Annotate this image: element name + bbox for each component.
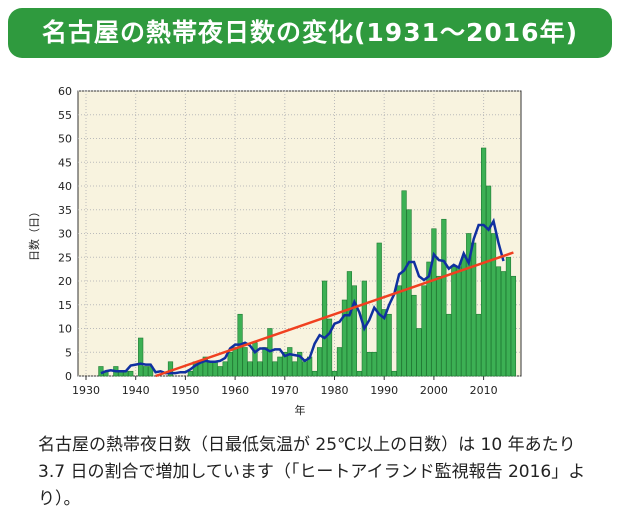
y-tick-label: 25 — [58, 251, 72, 264]
bar-2009 — [476, 313, 482, 377]
bar-1974 — [302, 361, 308, 377]
x-tick-label: 2000 — [420, 384, 448, 397]
caption: 名古屋の熱帯夜日数（日最低気温が 25℃以上の日数）は 10 年あたり 3.7 … — [38, 435, 586, 509]
bar-2003 — [446, 313, 452, 377]
y-tick-label: 45 — [58, 156, 72, 169]
bar-1987 — [366, 351, 372, 377]
bar-2007 — [466, 233, 472, 377]
bar-2001 — [436, 275, 442, 377]
bar-1966 — [262, 347, 268, 377]
bar-1994 — [401, 190, 407, 377]
title-banner: 名古屋の熱帯夜日数の変化(1931～2016年) — [8, 8, 612, 58]
bar-1997 — [416, 328, 422, 377]
bar-1978 — [321, 280, 328, 377]
bar-1962 — [242, 347, 248, 377]
x-tick-label: 1990 — [370, 384, 398, 397]
bar-1995 — [406, 209, 412, 377]
y-tick-label: 50 — [58, 133, 72, 146]
bar-1992 — [391, 370, 397, 377]
moving-average-line — [100, 217, 505, 375]
x-axis-label: 年 — [295, 403, 306, 417]
y-tick-label: 60 — [58, 85, 72, 98]
bar-1980 — [331, 370, 338, 377]
bar-1973 — [297, 351, 303, 377]
bar-1988 — [371, 351, 377, 377]
bar-1981 — [336, 347, 343, 377]
x-tick-label: 1970 — [271, 384, 299, 397]
x-tick-label: 1930 — [72, 384, 100, 397]
bar-2008 — [471, 242, 477, 377]
bar-1979 — [326, 318, 333, 377]
bar-2002 — [441, 218, 447, 377]
bar-1983 — [346, 271, 353, 377]
bar-1969 — [277, 356, 283, 377]
y-tick-label: 55 — [58, 109, 72, 122]
bar-1971 — [287, 347, 293, 377]
bar-2005 — [456, 266, 462, 377]
trend-line — [155, 251, 514, 378]
bar-1951 — [187, 370, 193, 377]
bar-1996 — [411, 294, 417, 377]
bar-1955 — [207, 361, 213, 377]
x-tick-label: 1980 — [321, 384, 349, 397]
bar-2000 — [431, 228, 437, 377]
bar-1972 — [292, 361, 298, 377]
bar-2011 — [485, 185, 492, 377]
bar-2012 — [490, 233, 497, 377]
bar-1963 — [247, 361, 253, 377]
bar-2006 — [461, 256, 467, 377]
bar-1965 — [257, 361, 263, 377]
bar-1989 — [376, 242, 382, 377]
bar-1976 — [312, 370, 318, 377]
bar-1985 — [356, 370, 362, 377]
y-tick-label: 40 — [58, 180, 72, 193]
bar-1942 — [143, 366, 149, 377]
bar-1958 — [222, 361, 228, 377]
x-tick-label: 1950 — [171, 384, 199, 397]
bar-1991 — [386, 313, 392, 377]
bar-2004 — [451, 266, 457, 377]
bar-2016 — [510, 275, 517, 377]
bar-1964 — [252, 342, 258, 377]
y-tick-label: 15 — [58, 299, 72, 312]
bar-1939 — [128, 370, 134, 377]
bar-1990 — [381, 309, 387, 377]
bar-1984 — [351, 285, 357, 377]
chart: 0 5 10 15 20 25 30 35 40 45 50 55 60 1930 1940 1950 1960… — [28, 85, 522, 417]
x-tick-label: 1960 — [221, 384, 249, 397]
x-tick-label: 1940 — [122, 384, 150, 397]
bar-2014 — [500, 271, 507, 377]
bar-1993 — [396, 285, 402, 377]
bar-1968 — [272, 361, 278, 377]
bar-1982 — [341, 299, 348, 377]
bar-1957 — [217, 366, 223, 377]
y-tick-label: 30 — [58, 228, 72, 241]
bar-1941 — [138, 337, 144, 377]
y-axis-label: 日数（日） — [28, 206, 41, 261]
y-tick-label: 35 — [58, 204, 72, 217]
bar-1959 — [227, 351, 233, 377]
x-tick-label: 2010 — [470, 384, 498, 397]
bar-2013 — [495, 266, 502, 377]
bar-1999 — [426, 261, 432, 377]
y-tick-label: 0 — [65, 370, 72, 383]
bar-1998 — [421, 285, 427, 377]
y-tick-label: 5 — [65, 346, 72, 359]
bar-2015 — [505, 256, 512, 377]
y-tick-label: 10 — [58, 323, 72, 336]
y-tick-label: 20 — [58, 275, 72, 288]
bar-1970 — [282, 351, 288, 377]
bar-1977 — [316, 347, 323, 377]
bar-1956 — [212, 361, 218, 377]
bar-1960 — [232, 347, 238, 377]
bar-1954 — [202, 356, 208, 377]
